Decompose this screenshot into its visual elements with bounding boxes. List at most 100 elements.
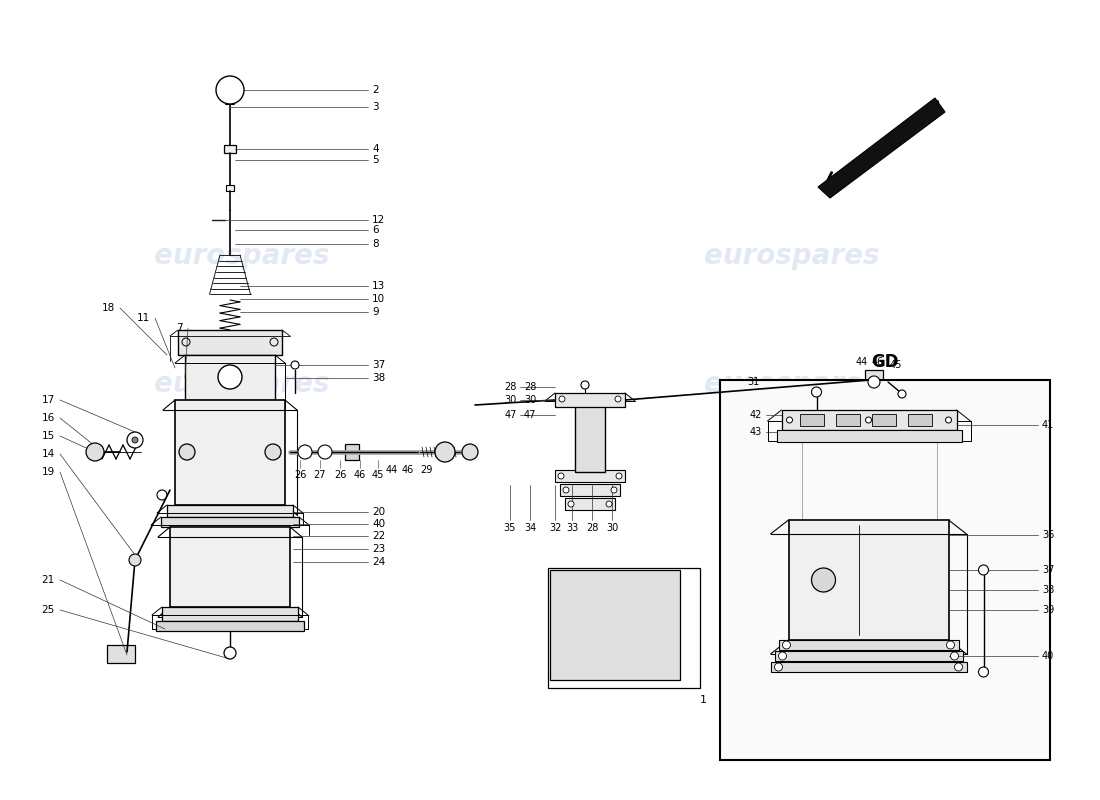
Bar (779, 640, 958, 650)
Text: 14: 14 (42, 449, 55, 459)
Circle shape (224, 647, 236, 659)
Bar (565, 498, 615, 510)
Text: 37: 37 (1042, 565, 1055, 575)
Bar (162, 607, 298, 621)
Circle shape (606, 501, 612, 507)
Text: 29: 29 (420, 465, 432, 475)
Bar (777, 430, 961, 442)
Bar (161, 517, 299, 527)
Bar (200, 334, 218, 351)
Text: 36: 36 (1042, 530, 1054, 540)
Bar (556, 470, 625, 482)
Text: 32: 32 (549, 523, 561, 533)
Text: eurospares: eurospares (154, 242, 330, 270)
Circle shape (216, 76, 244, 104)
Text: 11: 11 (136, 313, 150, 323)
Bar (178, 330, 282, 355)
Circle shape (179, 444, 195, 460)
Text: 2: 2 (372, 85, 378, 95)
Text: 10: 10 (372, 294, 385, 304)
Text: 41: 41 (1042, 420, 1054, 430)
Text: 25: 25 (42, 605, 55, 615)
Circle shape (129, 554, 141, 566)
Circle shape (786, 417, 792, 423)
Bar (770, 662, 967, 672)
Polygon shape (550, 570, 680, 680)
Bar (774, 651, 962, 661)
Circle shape (616, 473, 622, 479)
Text: 38: 38 (372, 373, 385, 383)
Text: eurospares: eurospares (154, 370, 330, 398)
Circle shape (434, 442, 455, 462)
Text: 24: 24 (372, 557, 385, 567)
Circle shape (318, 445, 332, 459)
Circle shape (979, 667, 989, 677)
Circle shape (950, 652, 958, 660)
Text: GD: GD (871, 353, 899, 371)
Circle shape (868, 376, 880, 388)
Circle shape (946, 641, 955, 649)
Circle shape (581, 381, 589, 389)
Text: 4: 4 (372, 144, 378, 154)
Circle shape (559, 396, 565, 402)
Text: 44: 44 (856, 357, 868, 367)
Circle shape (292, 361, 299, 369)
Bar (175, 400, 285, 505)
Bar (167, 505, 293, 517)
Text: 44: 44 (386, 465, 398, 475)
Text: 30: 30 (524, 395, 537, 405)
Text: 28: 28 (524, 382, 537, 392)
Circle shape (979, 565, 989, 575)
Circle shape (462, 444, 478, 460)
Text: 3: 3 (372, 102, 378, 112)
Circle shape (866, 417, 871, 423)
Circle shape (126, 432, 143, 448)
Circle shape (898, 390, 906, 398)
Text: 47: 47 (505, 410, 517, 420)
Bar (800, 414, 824, 426)
Bar (345, 444, 359, 460)
Text: 8: 8 (372, 239, 378, 249)
Text: 28: 28 (586, 523, 598, 533)
Text: 34: 34 (524, 523, 536, 533)
Text: 37: 37 (372, 360, 385, 370)
Circle shape (265, 444, 280, 460)
Circle shape (563, 487, 569, 493)
Text: 5: 5 (372, 155, 378, 165)
Text: 20: 20 (372, 507, 385, 517)
Text: 46: 46 (872, 357, 884, 367)
Circle shape (812, 387, 822, 397)
Bar (781, 410, 957, 430)
Bar (240, 334, 258, 351)
Text: 17: 17 (42, 395, 55, 405)
Text: 45: 45 (890, 360, 902, 370)
Text: 46: 46 (354, 470, 366, 480)
Text: 30: 30 (606, 523, 618, 533)
Text: 35: 35 (504, 523, 516, 533)
Text: 26: 26 (333, 470, 346, 480)
Bar (720, 380, 1050, 760)
Circle shape (615, 396, 622, 402)
Text: 28: 28 (505, 382, 517, 392)
Bar (224, 145, 236, 153)
Text: 40: 40 (372, 519, 385, 529)
Text: 7: 7 (176, 323, 183, 333)
Text: 22: 22 (372, 531, 385, 541)
Circle shape (86, 443, 104, 461)
Text: 6: 6 (372, 225, 378, 235)
Text: 31: 31 (747, 377, 759, 387)
Text: 13: 13 (372, 281, 385, 291)
Text: 45: 45 (372, 470, 384, 480)
Circle shape (132, 437, 138, 443)
Text: 33: 33 (565, 523, 579, 533)
Text: 16: 16 (42, 413, 55, 423)
Text: 38: 38 (1042, 585, 1054, 595)
Text: 19: 19 (42, 467, 55, 477)
Text: 23: 23 (372, 544, 385, 554)
Text: 39: 39 (1042, 605, 1054, 615)
Bar (789, 520, 948, 640)
Bar (560, 484, 620, 496)
Circle shape (298, 445, 312, 459)
Bar (185, 355, 275, 400)
Text: 12: 12 (372, 215, 385, 225)
